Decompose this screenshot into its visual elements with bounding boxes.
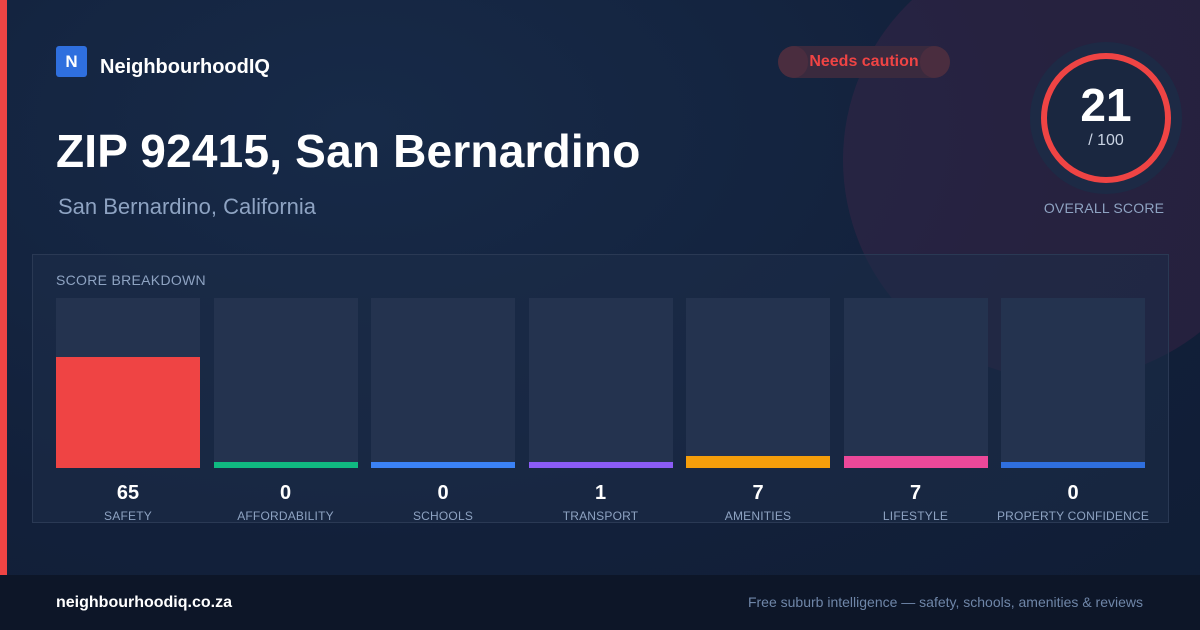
bar-fill xyxy=(371,462,515,468)
breakdown-value: 7 xyxy=(909,482,922,504)
logo-letter: N xyxy=(65,51,78,71)
score-breakdown-title: SCORE BREAKDOWN xyxy=(56,272,206,288)
breakdown-label: PROPERTY CONFIDENCE xyxy=(996,509,1150,523)
breakdown-label: AFFORDABILITY xyxy=(237,509,334,523)
status-badge-label: Needs caution xyxy=(809,53,919,70)
overall-score-value: 21 xyxy=(1080,79,1132,131)
page-title: ZIP 92415, San Bernardino xyxy=(56,125,641,177)
bar-track xyxy=(1001,298,1145,468)
bar-fill xyxy=(528,462,673,468)
brand-name: NeighbourhoodIQ xyxy=(100,56,270,78)
score-ring-stroke xyxy=(1041,53,1171,183)
bar-fill xyxy=(1001,462,1145,468)
bar-fill xyxy=(213,462,358,468)
score-ring-svg xyxy=(1030,42,1182,194)
bar-fill xyxy=(56,357,200,468)
breakdown-value: 0 xyxy=(279,482,292,504)
breakdown-label: SAFETY xyxy=(104,509,152,523)
overall-score-max: / 100 xyxy=(1088,132,1124,149)
bar-track xyxy=(843,298,988,468)
breakdown-value: 1 xyxy=(594,482,607,504)
breakdown-label: AMENITIES xyxy=(724,509,792,523)
bar-fill xyxy=(843,456,988,468)
breakdown-label: LIFESTYLE xyxy=(882,509,949,523)
bar-track xyxy=(528,298,673,468)
footer-tagline: Free suburb intelligence — safety, schoo… xyxy=(747,594,1143,610)
footer-url: neighbourhoodiq.co.za xyxy=(56,594,232,611)
bar-track xyxy=(56,298,200,468)
overall-score-label: OVERALL SCORE xyxy=(1043,200,1165,216)
accent-bar xyxy=(0,0,7,575)
breakdown-value: 0 xyxy=(437,482,449,504)
breakdown-value: 65 xyxy=(116,482,140,504)
bar-track xyxy=(213,298,358,468)
breakdown-value: 0 xyxy=(1067,482,1079,504)
score-breakdown-panel: SCORE BREAKDOWN 65 SAFETY 0 AFFORDABILITY 0 S… xyxy=(32,254,1169,523)
breakdown-label: SCHOOLS xyxy=(412,509,474,523)
breakdown-value: 7 xyxy=(752,482,764,504)
bar-fill xyxy=(686,456,830,468)
footer: neighbourhoodiq.co.za Free suburb intell… xyxy=(0,575,1200,630)
bar-track xyxy=(686,298,830,468)
logo-icon: N xyxy=(56,46,87,77)
breakdown-label: TRANSPORT xyxy=(562,509,639,523)
bar-track xyxy=(371,298,515,468)
page-subtitle: San Bernardino, California xyxy=(58,194,317,219)
status-badge: Needs caution xyxy=(778,46,950,78)
overall-score-ring: 21 / 100 xyxy=(1030,42,1182,194)
